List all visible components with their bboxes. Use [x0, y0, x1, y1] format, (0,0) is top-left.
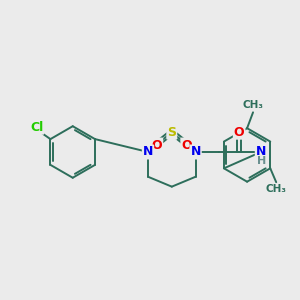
Text: CH₃: CH₃ [266, 184, 287, 194]
Text: S: S [167, 126, 176, 139]
Text: CH₃: CH₃ [242, 100, 263, 110]
Text: H: H [257, 156, 267, 166]
Text: O: O [234, 126, 244, 139]
Text: N: N [190, 146, 201, 158]
Text: O: O [181, 139, 192, 152]
Text: N: N [256, 146, 266, 158]
Text: N: N [143, 146, 153, 158]
Text: O: O [152, 139, 162, 152]
Text: Cl: Cl [30, 121, 43, 134]
